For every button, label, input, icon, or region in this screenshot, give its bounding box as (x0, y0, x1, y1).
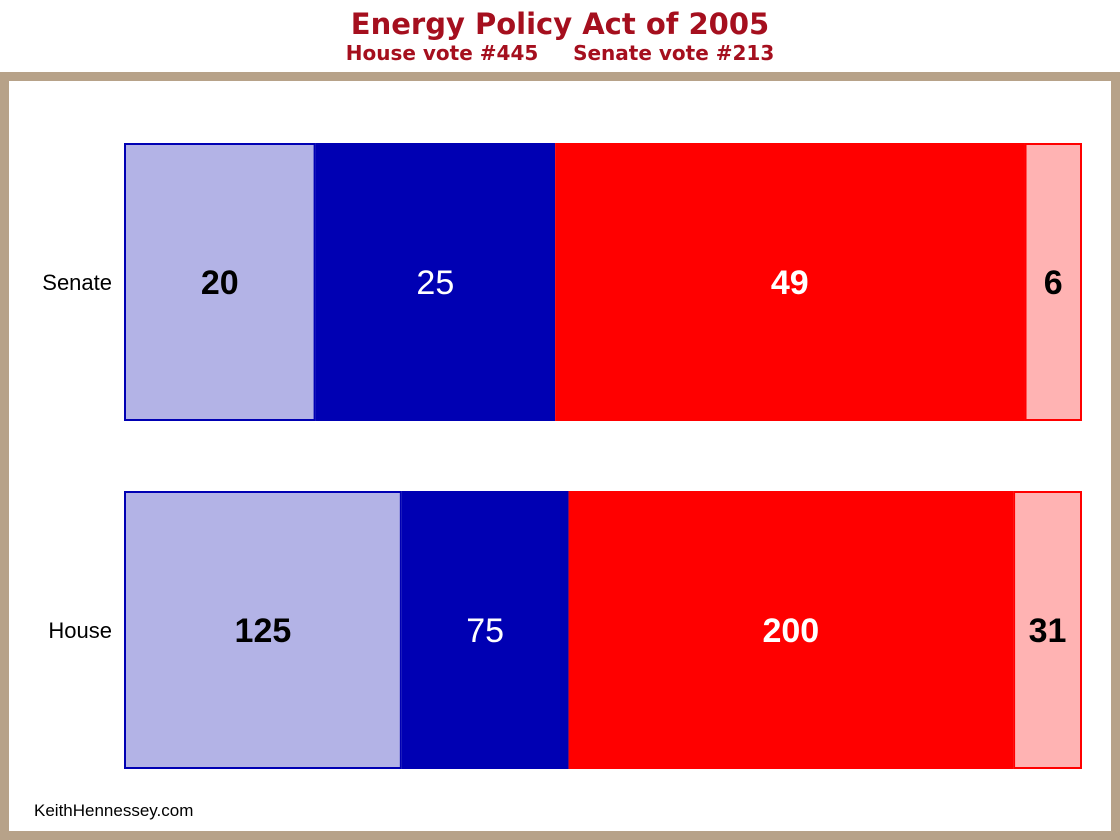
bar-segment-house-4 (1013, 491, 1083, 769)
category-label-house: House (48, 618, 112, 643)
chart-title: Energy Policy Act of 2005 (350, 7, 770, 41)
data-label-senate-2: 25 (416, 264, 454, 302)
chart-subtitle: House vote #445 Senate vote #213 (345, 41, 775, 65)
data-label-house-3: 200 (762, 612, 819, 650)
bar-segment-senate-4 (1024, 143, 1083, 421)
chart-header: Energy Policy Act of 2005 House vote #44… (0, 0, 1120, 72)
credit-text: KeithHennessey.com (34, 801, 194, 820)
data-label-house-4: 31 (1029, 612, 1067, 650)
data-label-senate-4: 6 (1044, 264, 1063, 302)
data-label-house-1: 125 (235, 612, 292, 650)
category-label-senate: Senate (42, 270, 112, 295)
bar-segment-senate-3 (555, 143, 1025, 421)
bar-segment-house-2 (401, 491, 569, 769)
bar-segment-house-1 (124, 491, 402, 769)
data-label-senate-1: 20 (201, 264, 239, 302)
bar-segment-house-3 (568, 491, 1014, 769)
data-label-house-2: 75 (466, 612, 504, 650)
bar-segment-senate-1 (124, 143, 316, 421)
bar-segment-senate-2 (315, 143, 556, 421)
data-label-senate-3: 49 (771, 264, 809, 302)
